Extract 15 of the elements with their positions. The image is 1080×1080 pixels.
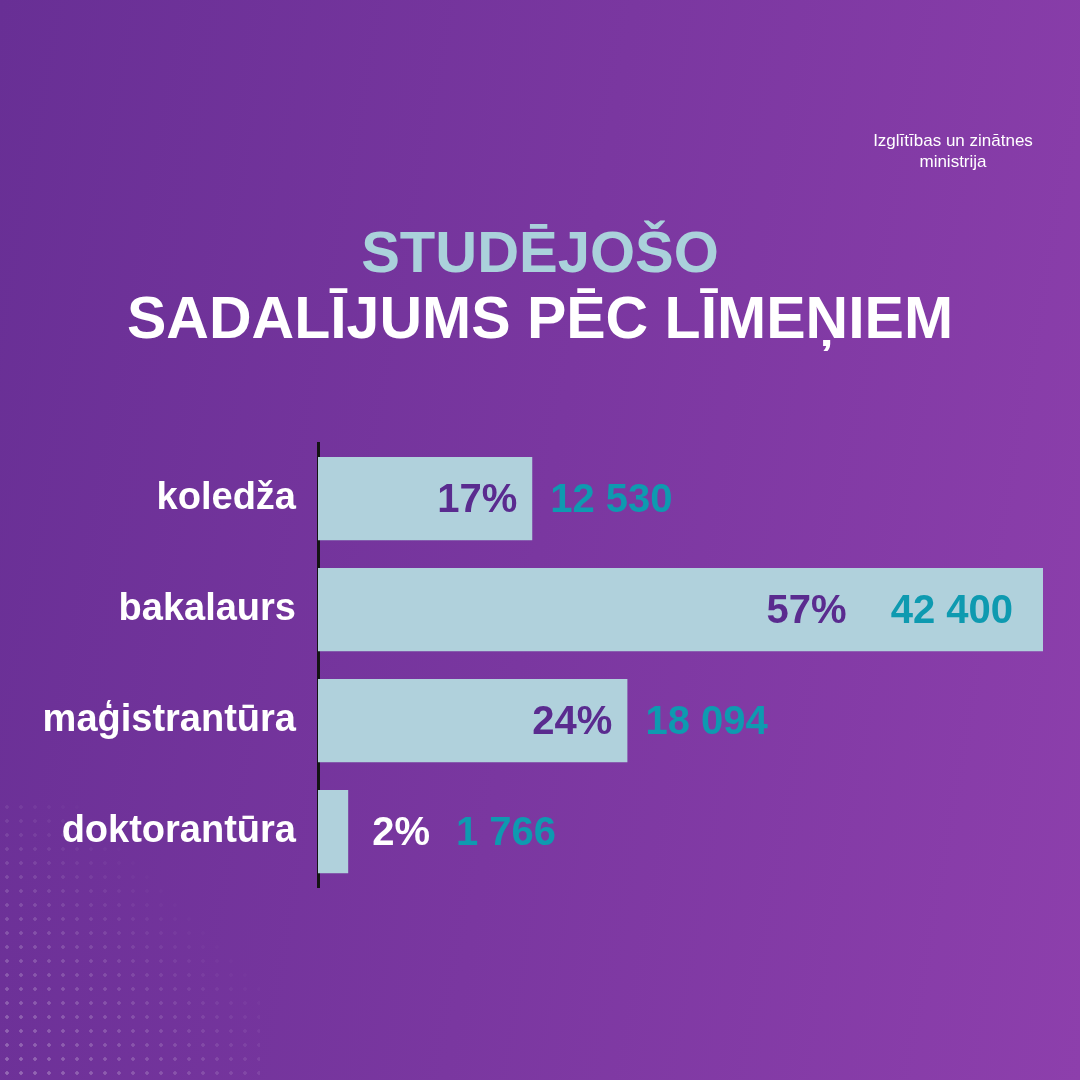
annotation: 17% (437, 475, 518, 520)
text: Izglītības un zinātnes ministrija (872, 130, 1034, 172)
y-tick-label: maģistrantūra (42, 696, 297, 739)
data-label: 12 530 (550, 475, 673, 520)
y-tick-label: koledža (156, 474, 297, 517)
data-label: 1 766 (456, 808, 557, 853)
y-tick-label: doktorantūra (61, 807, 297, 850)
annotation: 24% (532, 697, 613, 742)
annotation: 2% (372, 808, 431, 853)
chart-subtitle: SADALĪJUMS PĒC LĪMEŅIEM (125, 285, 955, 351)
y-tick-label: bakalaurs (118, 585, 296, 628)
data-label: 42 400 (890, 586, 1013, 631)
chart-title: STUDĒJOŠO (360, 219, 720, 284)
annotation: 57% (766, 586, 847, 631)
data-label: 18 094 (645, 697, 769, 742)
